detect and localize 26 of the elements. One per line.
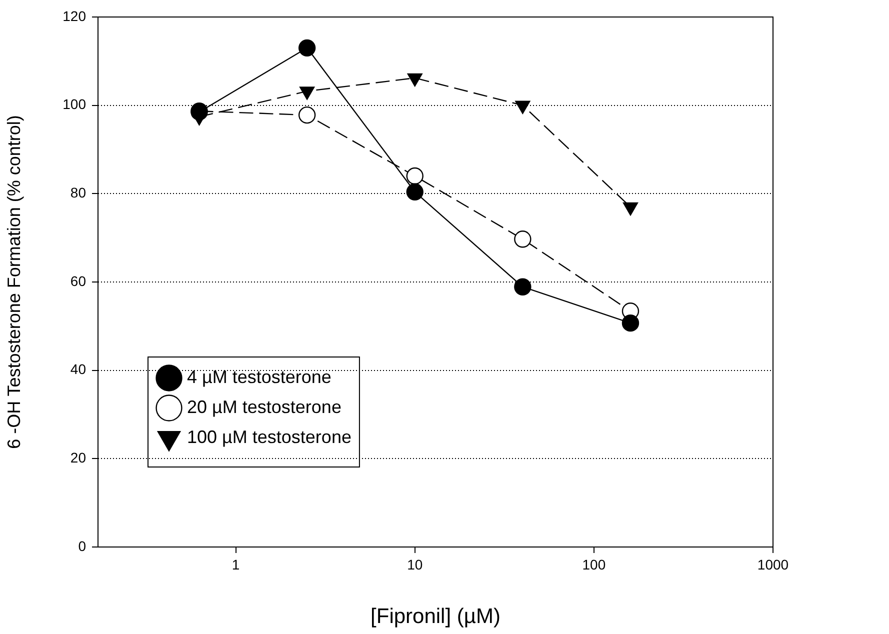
point: [298, 39, 316, 57]
y-tick-label: 0: [78, 538, 86, 554]
point: [406, 183, 424, 200]
y-tick-label: 20: [70, 450, 86, 466]
legend-label: 20 µM testosterone: [187, 396, 342, 417]
point: [622, 314, 640, 332]
point: [406, 167, 424, 185]
point: [514, 278, 532, 296]
x-tick-label: 1000: [757, 556, 789, 572]
point: [300, 86, 315, 100]
y-tick-label: 80: [70, 184, 86, 201]
y-tick-label: 120: [62, 8, 86, 24]
x-tick-label: 1: [232, 556, 240, 572]
y-axis-title: 6 -OH Testosterone Formation (% control): [4, 115, 24, 449]
x-tick-label: 10: [407, 556, 423, 572]
y-tick-label: 60: [70, 272, 86, 289]
x-tick-label: 100: [582, 556, 606, 572]
y-tick-label: 40: [70, 361, 86, 378]
point: [515, 100, 530, 114]
point: [298, 106, 316, 124]
legend-label: 4 µM testosterone: [187, 366, 332, 387]
legend-label: 100 µM testosterone: [187, 426, 352, 447]
point: [407, 73, 422, 87]
point: [514, 230, 532, 248]
x-axis-title: [Fipronil] (µM): [370, 605, 500, 628]
y-tick-label: 100: [62, 96, 86, 112]
